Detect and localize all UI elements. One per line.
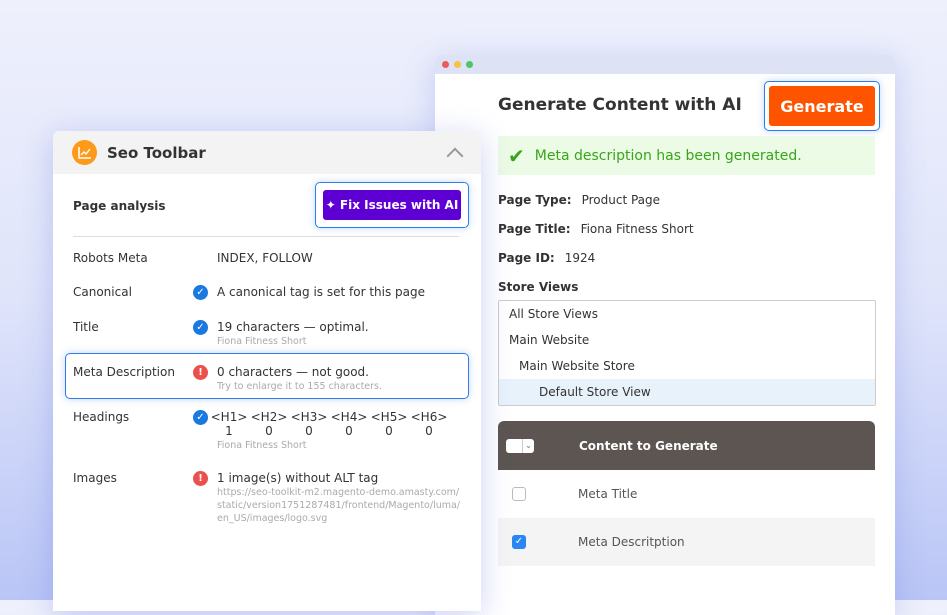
column-header: Content to Generate	[579, 438, 718, 453]
generate-highlight: Generate	[764, 81, 880, 131]
store-view-option[interactable]: All Store Views	[509, 307, 598, 321]
fix-issues-button[interactable]: ✦ Fix Issues with AI	[323, 190, 461, 220]
mass-select[interactable]: ⌄	[506, 438, 534, 453]
heading-col: <H4> 0	[330, 410, 368, 438]
heading-col: <H2> 0	[250, 410, 288, 438]
store-view-option[interactable]: Main Website Store	[519, 359, 635, 373]
row-label: Title	[73, 320, 99, 334]
row-label: Headings	[73, 410, 130, 424]
row-checkbox[interactable]	[512, 487, 526, 501]
sparkle-icon: ✦	[325, 198, 340, 212]
row-sub: Fiona Fitness Short	[217, 440, 307, 451]
store-views-list[interactable]: All Store Views Main Website Main Websit…	[498, 300, 876, 406]
heading-col: <H3> 0	[290, 410, 328, 438]
page-title: Page Title: Fiona Fitness Short	[498, 222, 694, 236]
row-label: Robots Meta	[73, 251, 148, 265]
row-checkbox-checked[interactable]: ✓	[512, 535, 526, 549]
close-dot[interactable]	[442, 61, 449, 68]
check-circle-icon: ✓	[193, 320, 208, 335]
alert-circle-icon: !	[193, 471, 208, 486]
row-value: A canonical tag is set for this page	[217, 285, 426, 299]
row-label: Images	[73, 471, 117, 485]
window-title: Generate Content with AI	[498, 95, 742, 115]
chevron-down-icon: ⌄	[522, 438, 534, 453]
table-row: Meta Title	[498, 470, 875, 518]
chart-logo-icon	[72, 140, 97, 165]
heading-col: <H1> 1	[210, 410, 248, 438]
row-value: INDEX, FOLLOW	[217, 251, 313, 265]
store-views-label: Store Views	[498, 280, 579, 294]
table-row: ✓ Meta Descritption	[498, 518, 875, 566]
row-value: 1 image(s) without ALT tag	[217, 471, 379, 485]
minimize-dot[interactable]	[454, 61, 461, 68]
row-value: 19 characters — optimal.	[217, 320, 369, 334]
page-id: Page ID: 1924	[498, 251, 596, 265]
headings-grid: <H1> 1 <H2> 0 <H3> 0 <H4> 0 <H5> 0 <H6> 0	[209, 410, 449, 438]
checkmark-icon: ✔	[508, 143, 525, 168]
fix-highlight: ✦ Fix Issues with AI	[315, 182, 469, 228]
chevron-up-icon[interactable]	[446, 147, 464, 165]
row-sub: Fiona Fitness Short	[217, 336, 307, 347]
image-url: https://seo-toolkit-m2.magento-demo.amas…	[217, 487, 461, 524]
heading-col: <H5> 0	[370, 410, 408, 438]
check-circle-icon: ✓	[193, 410, 208, 425]
store-view-option-selected[interactable]: Default Store View	[499, 379, 875, 405]
content-table: ⌄ Content to Generate Meta Title ✓ Meta …	[498, 421, 875, 566]
row-sub: Try to enlarge it to 155 characters.	[217, 381, 383, 392]
seo-toolbar-panel: Seo Toolbar Page analysis ✦ Fix Issues w…	[53, 131, 481, 611]
row-label: Meta Description	[73, 365, 175, 379]
row-label: Meta Descritption	[578, 535, 685, 549]
success-message: ✔ Meta description has been generated.	[498, 136, 875, 175]
store-view-option[interactable]: Main Website	[509, 333, 590, 347]
fix-label: Fix Issues with AI	[339, 198, 459, 212]
generate-button[interactable]: Generate	[769, 86, 875, 126]
heading-col: <H6> 0	[410, 410, 448, 438]
success-text: Meta description has been generated.	[534, 147, 802, 164]
row-value: 0 characters — not good.	[217, 365, 369, 379]
table-header: ⌄ Content to Generate	[498, 421, 875, 470]
generate-content-window: Generate Content with AI Generate ✔ Meta…	[435, 55, 895, 615]
row-label: Meta Title	[578, 487, 638, 501]
meta-description-highlight	[65, 353, 469, 399]
section-title: Page analysis	[73, 199, 166, 213]
row-label: Canonical	[73, 285, 132, 299]
alert-circle-icon: !	[193, 365, 208, 380]
check-circle-icon: ✓	[193, 285, 208, 300]
divider	[73, 236, 459, 237]
page-type: Page Type: Product Page	[498, 193, 661, 207]
panel-title: Seo Toolbar	[107, 143, 206, 162]
panel-header[interactable]: Seo Toolbar	[53, 131, 481, 174]
maximize-dot[interactable]	[466, 61, 473, 68]
window-titlebar	[435, 55, 895, 74]
